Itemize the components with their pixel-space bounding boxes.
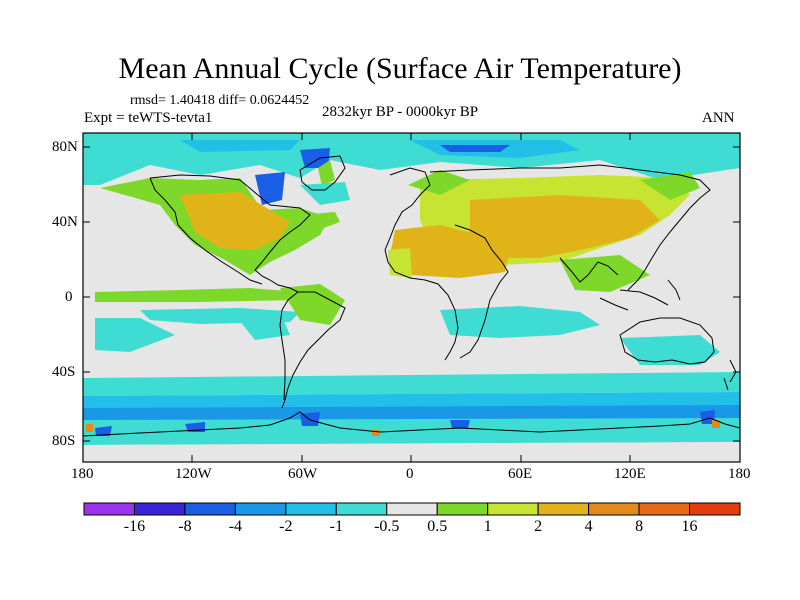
coast-south-america — [279, 291, 346, 409]
colorbar-label: 4 — [584, 518, 593, 535]
colorbar-swatch — [689, 502, 741, 516]
colorbar-swatch — [133, 502, 186, 516]
colorbar-label: -1 — [329, 518, 343, 535]
arctic-coldest-patch — [300, 145, 510, 168]
greenland-warm — [318, 160, 335, 186]
experiment-label: Expt = teWTS-tevta1 — [84, 110, 213, 126]
lon-label: 180 — [728, 466, 751, 482]
lat-label: 40N — [52, 214, 78, 230]
lon-label: 60W — [288, 466, 318, 482]
lat-label: 80S — [52, 433, 76, 449]
colorbar-label: -0.5 — [374, 518, 400, 535]
india-se-asia-warm — [560, 255, 650, 292]
colorbar-swatch — [638, 502, 691, 516]
coast-greenland — [299, 155, 346, 191]
australia-cool — [620, 335, 720, 365]
coast-europe-africa — [384, 167, 509, 361]
south-atlantic-indian-cool — [440, 306, 600, 338]
colorbar-swatch — [285, 502, 337, 516]
eurasia-hot — [470, 195, 660, 258]
colorbar-label: 0.5 — [427, 518, 448, 535]
lon-label: 120E — [614, 466, 646, 482]
equatorial-pacific-warm — [95, 288, 300, 302]
north-america-hot — [180, 192, 290, 250]
south-pacific-cool-2 — [235, 312, 290, 340]
coast-australia — [619, 317, 715, 365]
arctic-cold-patch — [180, 140, 580, 158]
colorbar-swatch — [436, 502, 489, 516]
southern-ocean-cold — [83, 392, 740, 410]
colorbar-label: 1 — [483, 518, 492, 535]
colorbar-swatch — [487, 502, 539, 516]
eurasia-green — [408, 170, 700, 200]
lon-label: 180 — [71, 466, 94, 482]
south-america-warm — [280, 284, 345, 325]
colorbar-label: 2 — [534, 518, 543, 535]
lon-label: 120W — [175, 466, 212, 482]
greenland-cold — [255, 172, 285, 205]
lat-label: 0 — [65, 289, 73, 305]
map-field — [83, 133, 740, 462]
period-label: 2832kyr BP - 0000kyr BP — [322, 104, 479, 120]
colorbar-swatch — [184, 502, 236, 516]
colorbar-swatch — [83, 502, 135, 516]
coast-se-asia-islands — [599, 279, 681, 311]
antarctic-coast-cold — [83, 418, 740, 445]
colorbar-label: -4 — [228, 518, 243, 535]
north-atlantic-cool — [300, 182, 350, 205]
south-pacific-cool — [95, 318, 175, 352]
lat-label: 40S — [52, 364, 76, 380]
colorbar-swatch — [234, 502, 287, 516]
colorbar-label: 16 — [681, 518, 698, 535]
antarctic-interior — [83, 442, 740, 462]
lat-label: 80N — [52, 139, 78, 155]
colorbar-label: -8 — [178, 518, 192, 535]
southern-ocean-colder — [83, 405, 740, 422]
map-title: Mean Annual Cycle (Surface Air Temperatu… — [118, 52, 682, 85]
colorbar-swatch — [335, 502, 388, 516]
coastlines — [83, 155, 740, 437]
axis-ticks — [83, 133, 740, 462]
colorbar-label: 8 — [635, 518, 644, 535]
colorbar-swatch — [588, 502, 640, 516]
north-atlantic-warm — [300, 212, 340, 230]
coast-asia — [429, 164, 711, 291]
stats-label: rmsd= 1.40418 diff= 0.0624452 — [130, 93, 310, 108]
lon-label: 60E — [508, 466, 533, 482]
colorbar-swatch — [537, 502, 590, 516]
south-cool-band — [83, 372, 740, 396]
colorbar-swatch — [386, 502, 438, 516]
season-label: ANN — [702, 110, 735, 126]
lon-label: 0 — [406, 466, 414, 482]
colorbar-label: -16 — [123, 518, 146, 535]
colorbar-label: -2 — [279, 518, 293, 535]
coast-north-america — [149, 174, 311, 293]
north-africa-hot — [390, 225, 510, 278]
coast-antarctica — [83, 411, 740, 437]
